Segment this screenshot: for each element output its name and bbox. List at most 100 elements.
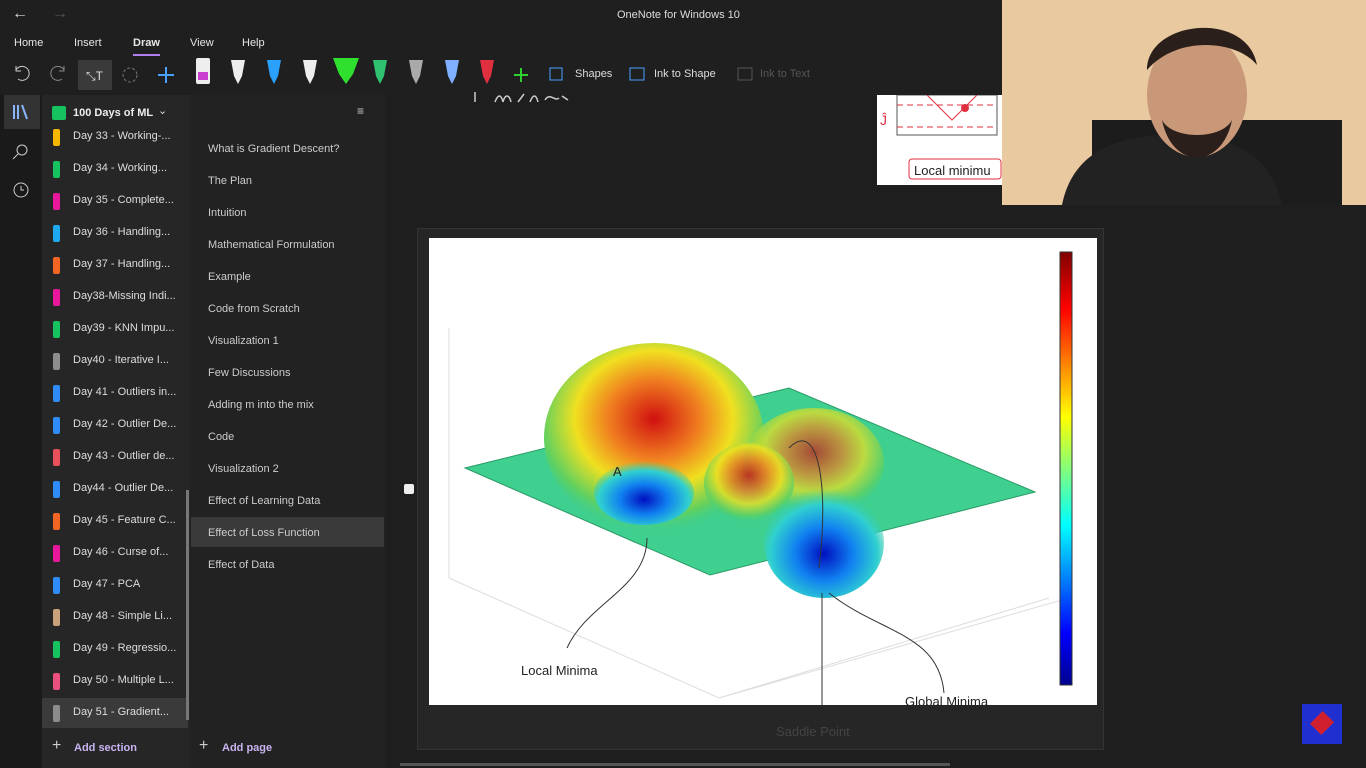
page-item[interactable]: Intuition [191, 197, 384, 227]
page-item[interactable]: Example [191, 261, 384, 291]
section-item[interactable]: Day44 - Outlier De... [42, 474, 188, 504]
ribbon-tool[interactable]: Ink to Text [760, 68, 810, 80]
page-item[interactable]: Effect of Loss Function [191, 517, 384, 547]
page-item[interactable]: Code from Scratch [191, 293, 384, 323]
page-item[interactable]: Few Discussions [191, 357, 384, 387]
section-item[interactable]: Day 37 - Handling... [42, 250, 188, 280]
section-label: Day 34 - Working... [73, 162, 167, 174]
toolbar-icons: ⤡T [15, 58, 753, 90]
back-button[interactable]: ← [12, 5, 28, 22]
add-page[interactable]: Add page [222, 742, 273, 754]
section-label: Day 49 - Regressio... [73, 642, 177, 654]
section-item[interactable]: Day 50 - Multiple L... [42, 666, 188, 696]
page-item[interactable]: Effect of Data [191, 549, 384, 579]
ribbon-tab[interactable]: Draw [133, 37, 160, 49]
window-title: OneNote for Windows 10 [617, 9, 740, 21]
section-color [53, 385, 60, 402]
page-label: Effect of Learning Data [208, 495, 321, 507]
page-label: Example [208, 271, 251, 283]
ribbon-tab[interactable]: Help [242, 37, 265, 49]
section-item[interactable]: Day 42 - Outlier De... [42, 410, 188, 440]
page-item[interactable]: Visualization 2 [191, 453, 384, 483]
section-label: Day 48 - Simple Li... [73, 610, 173, 622]
section-item[interactable]: Day 41 - Outliers in... [42, 378, 188, 408]
figure-label: A [613, 464, 622, 479]
page-item[interactable]: Visualization 1 [191, 325, 384, 355]
page-item[interactable]: The Plan [191, 165, 384, 195]
notebook-dropdown[interactable]: ⌄ [158, 105, 168, 117]
section-item[interactable]: Day 48 - Simple Li... [42, 602, 188, 632]
section-label: Day 50 - Multiple L... [73, 674, 174, 686]
add-section[interactable]: Add section [74, 742, 137, 754]
notebooks-button[interactable] [4, 95, 40, 129]
section-color [53, 449, 60, 466]
ribbon-tab[interactable]: Insert [74, 37, 102, 49]
section-color [53, 705, 60, 722]
section-label: Day 33 - Working-... [73, 130, 171, 142]
pens [196, 58, 528, 84]
forward-button[interactable]: → [52, 5, 68, 22]
section-label: Day 35 - Complete... [73, 194, 174, 206]
section-label: Day 42 - Outlier De... [73, 418, 177, 430]
h-scrollbar [400, 763, 950, 766]
add-icon: + [52, 737, 62, 754]
notebook-name[interactable]: 100 Days of ML [73, 107, 154, 119]
page-label: Visualization 1 [208, 335, 279, 347]
section-label: Day 46 - Curse of... [73, 546, 169, 558]
ribbon-tool[interactable]: Ink to Shape [654, 68, 716, 80]
section-label: Day 41 - Outliers in... [73, 386, 177, 398]
page-label: Intuition [208, 207, 247, 219]
section-item[interactable]: Day 47 - PCA [42, 570, 188, 600]
section-color [53, 321, 60, 338]
section-label: Day40 - Iterative I... [73, 354, 169, 366]
page-item[interactable]: What is Gradient Descent? [191, 133, 384, 163]
page-label: Code [208, 431, 235, 443]
section-item[interactable]: Day40 - Iterative I... [42, 346, 188, 376]
section-label: Day44 - Outlier De... [73, 482, 174, 494]
nav-icons [12, 104, 29, 198]
section-item[interactable]: Day 51 - Gradient... [42, 698, 188, 728]
sort-button[interactable]: ≡ [357, 104, 365, 118]
section-item[interactable]: Day39 - KNN Impu... [42, 314, 188, 344]
section-color [53, 353, 60, 370]
section-item[interactable]: Day 36 - Handling... [42, 218, 188, 248]
ink-scribble [474, 92, 569, 103]
section-item[interactable]: Day 49 - Regressio... [42, 634, 188, 664]
snippet-label: Local minimu [914, 163, 991, 178]
webcam-feed [1002, 0, 1366, 205]
section-color [53, 129, 60, 146]
section-color [53, 641, 60, 658]
section-item[interactable]: Day 43 - Outlier de... [42, 442, 188, 472]
page-label: What is Gradient Descent? [208, 143, 340, 155]
ribbon-tab[interactable]: Home [14, 37, 44, 49]
page-item[interactable]: Mathematical Formulation [191, 229, 384, 259]
page-label: Visualization 2 [208, 463, 279, 475]
section-item[interactable]: Day 46 - Curse of... [42, 538, 188, 568]
section-color [53, 225, 60, 242]
section-label: Day 36 - Handling... [73, 226, 171, 238]
ribbon-tab[interactable]: View [190, 37, 214, 49]
section-color [53, 161, 60, 178]
page-item[interactable]: Code [191, 421, 384, 451]
ribbon-tool[interactable]: Shapes [575, 68, 613, 80]
section-item[interactable]: Day 33 - Working-... [42, 122, 188, 152]
snippet-drawing: Ĵ [880, 94, 1002, 180]
pages-panel [190, 95, 385, 768]
nav-rail [0, 95, 42, 768]
section-item[interactable]: Day38-Missing Indi... [42, 282, 188, 312]
snippet-image: Ĵ Local minimu [877, 94, 1002, 185]
container-handle[interactable] [404, 484, 414, 494]
section-item[interactable]: Day 34 - Working... [42, 154, 188, 184]
section-color [53, 289, 60, 306]
section-item[interactable]: Day 35 - Complete... [42, 186, 188, 216]
page-item[interactable]: Effect of Learning Data [191, 485, 384, 515]
add-icon: + [199, 737, 209, 754]
section-item[interactable]: Day 45 - Feature C... [42, 506, 188, 536]
page-label: Few Discussions [208, 367, 291, 379]
section-label: Day 51 - Gradient... [73, 706, 169, 718]
page-item[interactable]: Adding m into the mix [191, 389, 384, 419]
page-label: Code from Scratch [208, 303, 300, 315]
sections-panel [42, 95, 190, 768]
active-tab-underline [133, 54, 160, 56]
